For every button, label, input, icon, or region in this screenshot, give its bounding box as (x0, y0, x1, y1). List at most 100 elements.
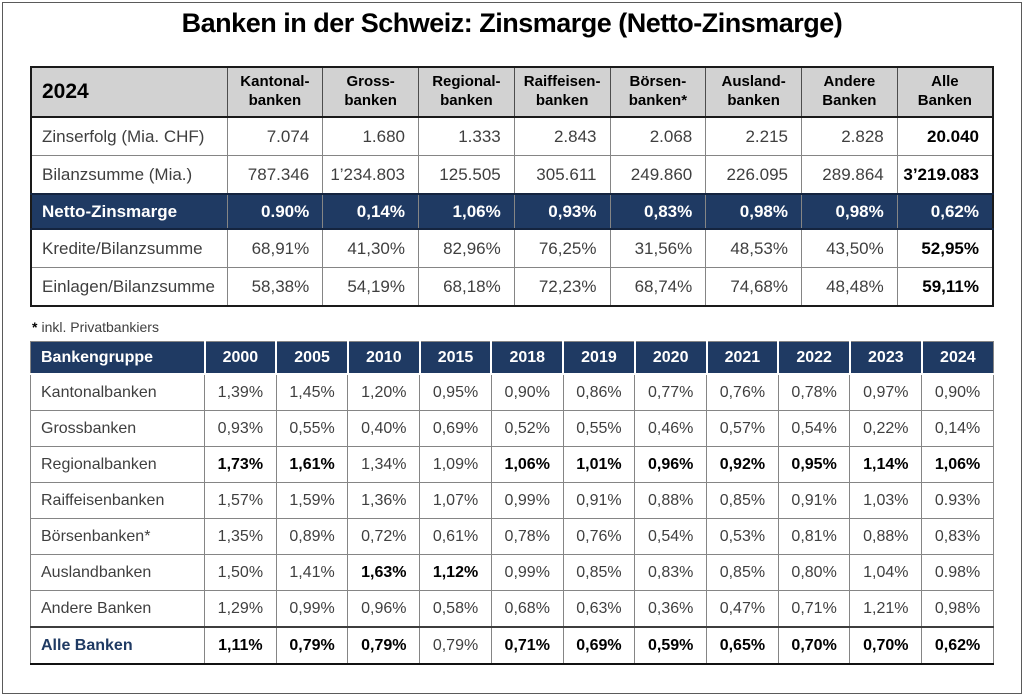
table2-value-cell: 0,88% (634, 482, 708, 519)
table1-header-row: 2024 Kantonal- banken Gross- banken Regiona… (30, 66, 994, 118)
table2-row: Auslandbanken 1,50% 1,41% 1,63% 1,12% 0,99% 0,… (30, 554, 994, 591)
table2-value-cell: 1,06% (921, 446, 994, 483)
table2-value-cell: 1,14% (849, 446, 923, 483)
summary-table-body: Zinserfolg (Mia. CHF) 7.074 1.680 1.333 2.84… (30, 116, 994, 307)
table2-value-cell: 0,58% (419, 590, 492, 628)
table2-row: Alle Banken 1,11% 0,79% 0,79% 0,79% 0,71% 0,69… (30, 626, 994, 665)
table1-value-cell: 2.843 (513, 116, 611, 156)
table2-year-header: 2000 (203, 341, 277, 375)
table1-value-cell: 289.864 (801, 155, 898, 195)
table2-value-cell: 0,71% (490, 626, 564, 665)
table2-value-cell: 0,76% (562, 518, 636, 555)
table2-year-header: 2020 (633, 341, 707, 375)
history-table-body: Kantonalbanken 1,39% 1,45% 1,20% 0,95% 0,90% 0… (30, 373, 994, 665)
table1-value-cell: 1.333 (418, 116, 515, 156)
table1-value-cell: 68,74% (609, 267, 707, 307)
table1-value-cell: 1.680 (322, 116, 419, 156)
table2-value-cell: 0,81% (777, 518, 851, 555)
table2-value-cell: 0,85% (706, 482, 779, 519)
table2-value-cell: 0,78% (490, 518, 564, 555)
table2-value-cell: 0,55% (562, 410, 636, 447)
table1-col-header: Raiffeisen- banken (513, 66, 611, 118)
table2-group-header: Bankengruppe (30, 341, 205, 375)
table2-row: Regionalbanken 1,73% 1,61% 1,34% 1,09% 1,06% 1… (30, 446, 994, 483)
table1-value-cell: 68,91% (226, 228, 324, 268)
table2-year-header: 2005 (275, 341, 348, 375)
table2-value-cell: 0,92% (706, 446, 779, 483)
table1-value-cell: 0,83% (609, 193, 707, 230)
table1-value-cell: 74,68% (705, 267, 802, 307)
table2-value-cell: 0,77% (634, 373, 708, 411)
history-table: Bankengruppe 2000 2005 2010 2015 2018 2019 2020… (30, 341, 994, 665)
table1-value-cell: 0.90% (226, 193, 324, 230)
table2-value-cell: 0,85% (706, 554, 779, 591)
table2-value-cell: 1,45% (275, 373, 349, 411)
table1-value-cell: 43,50% (801, 228, 898, 268)
table2-value-cell: 0,78% (777, 373, 851, 411)
table2-value-cell: 0.93% (921, 482, 994, 519)
table1-value-cell: 72,23% (513, 267, 611, 307)
table2-value-cell: 1,41% (275, 554, 349, 591)
table2-value-cell: 0,59% (634, 626, 708, 665)
table2-value-cell: 1,11% (204, 626, 277, 665)
table2-header-row: Bankengruppe 2000 2005 2010 2015 2018 2019 2020… (30, 341, 994, 375)
table1-value-cell: 58,38% (226, 267, 324, 307)
table1-value-cell: 1,06% (418, 193, 515, 230)
table2-value-cell: 0,83% (634, 554, 708, 591)
table2-value-cell: 0,69% (562, 626, 636, 665)
table2-year-header: 2023 (848, 341, 922, 375)
table2-value-cell: 0,72% (347, 518, 421, 555)
table2-value-cell: 1,07% (419, 482, 492, 519)
footnote-marker: * (32, 319, 38, 335)
table2-row-label: Alle Banken (30, 626, 205, 665)
table2-value-cell: 1,39% (204, 373, 277, 411)
table1-value-cell: 0,62% (896, 193, 994, 230)
history-table-header: Bankengruppe 2000 2005 2010 2015 2018 2019 2020… (30, 341, 994, 375)
table2-value-cell: 0,99% (490, 554, 564, 591)
table2-value-cell: 1,35% (204, 518, 277, 555)
table1-year-label: 2024 (30, 66, 228, 118)
table1-value-cell: 125.505 (418, 155, 515, 195)
table2-value-cell: 1,59% (275, 482, 349, 519)
table1-value-cell: 82,96% (418, 228, 515, 268)
table2-row: Andere Banken 1,29% 0,99% 0,96% 0,58% 0,68% 0,… (30, 590, 994, 628)
table1-value-cell: 3’219.083 (896, 155, 994, 195)
table2-row: Börsenbanken* 1,35% 0,89% 0,72% 0,61% 0,78% 0,… (30, 518, 994, 555)
table1-value-cell: 2.068 (609, 116, 707, 156)
table2-row-label: Raiffeisenbanken (30, 482, 205, 519)
table2-value-cell: 0,90% (490, 373, 564, 411)
page-title: Banken in der Schweiz: Zinsmarge (Netto-… (181, 8, 843, 38)
table1-value-cell: 249.860 (609, 155, 707, 195)
table2-value-cell: 0,80% (777, 554, 851, 591)
table2-row-label: Kantonalbanken (30, 373, 205, 411)
table2-value-cell: 1,03% (849, 482, 923, 519)
table2-value-cell: 1,09% (419, 446, 492, 483)
table1-value-cell: 68,18% (418, 267, 515, 307)
table2-value-cell: 0,91% (777, 482, 851, 519)
table2-value-cell: 1,34% (347, 446, 421, 483)
table2-value-cell: 0,46% (634, 410, 708, 447)
table2-value-cell: 0,36% (634, 590, 708, 628)
table2-value-cell: 0,90% (921, 373, 994, 411)
table2-value-cell: 0,40% (347, 410, 421, 447)
table2-value-cell: 0,63% (562, 590, 636, 628)
table1-value-cell: 226.095 (705, 155, 802, 195)
table2-value-cell: 1,01% (562, 446, 636, 483)
table1-row: Zinserfolg (Mia. CHF) 7.074 1.680 1.333 2.84… (30, 116, 994, 156)
table2-value-cell: 0,52% (490, 410, 564, 447)
table2-value-cell: 0,54% (777, 410, 851, 447)
table1-value-cell: 0,93% (513, 193, 611, 230)
table2-year-header: 2021 (705, 341, 779, 375)
table2-year-header: 2024 (920, 341, 994, 375)
table1-value-cell: 787.346 (226, 155, 324, 195)
table2-value-cell: 0,95% (419, 373, 492, 411)
table1-col-header: Andere Banken (801, 66, 898, 118)
table1-row: Bilanzsumme (Mia.) 787.346 1’234.803 125.50… (30, 155, 994, 195)
table2-value-cell: 0,76% (706, 373, 779, 411)
table2-value-cell: 0,79% (419, 626, 492, 665)
table1-row-label: Einlagen/Bilanzsumme (30, 267, 228, 307)
table2-year-header: 2018 (490, 341, 564, 375)
table1-value-cell: 48,48% (801, 267, 898, 307)
table2-value-cell: 0,88% (849, 518, 923, 555)
table1-value-cell: 2.828 (801, 116, 898, 156)
